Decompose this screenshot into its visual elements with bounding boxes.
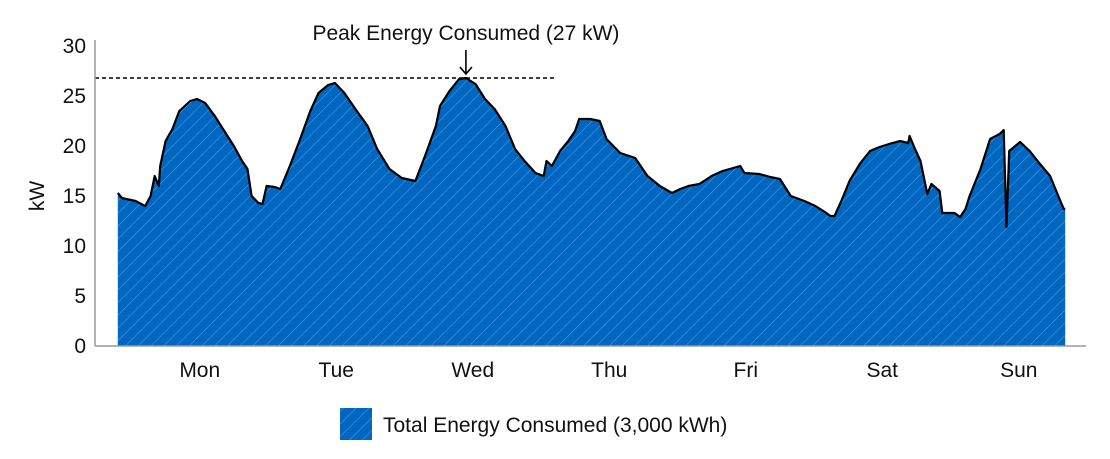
x-tick-label: Tue (319, 359, 354, 382)
x-axis-ticks: Mon Tue Wed Thu Fri Sat Sun (179, 359, 1037, 382)
x-tick-label: Thu (591, 359, 627, 382)
y-tick-label: 15 (63, 185, 86, 208)
y-tick-label: 30 (63, 35, 86, 58)
y-axis-label: kW (26, 181, 49, 212)
legend-label: Total Energy Consumed (3,000 kWh) (383, 414, 727, 437)
y-axis-ticks: 0 5 10 15 20 25 30 (63, 35, 86, 358)
y-tick-label: 5 (74, 285, 86, 308)
energy-area (117, 78, 1066, 346)
x-tick-label: Fri (734, 359, 759, 382)
x-tick-label: Wed (451, 359, 494, 382)
energy-line (116, 76, 1066, 229)
legend: Total Energy Consumed (3,000 kWh) (340, 408, 727, 440)
y-tick-label: 0 (74, 335, 86, 358)
x-tick-label: Sun (1000, 359, 1037, 382)
peak-annotation: Peak Energy Consumed (27 kW) (312, 22, 619, 45)
y-tick-label: 20 (63, 135, 86, 158)
x-tick-label: Mon (179, 359, 220, 382)
peak-arrow-icon (459, 50, 473, 76)
x-tick-label: Sat (866, 359, 898, 382)
y-tick-label: 10 (63, 235, 86, 258)
legend-swatch (340, 408, 372, 440)
y-tick-label: 25 (63, 85, 86, 108)
